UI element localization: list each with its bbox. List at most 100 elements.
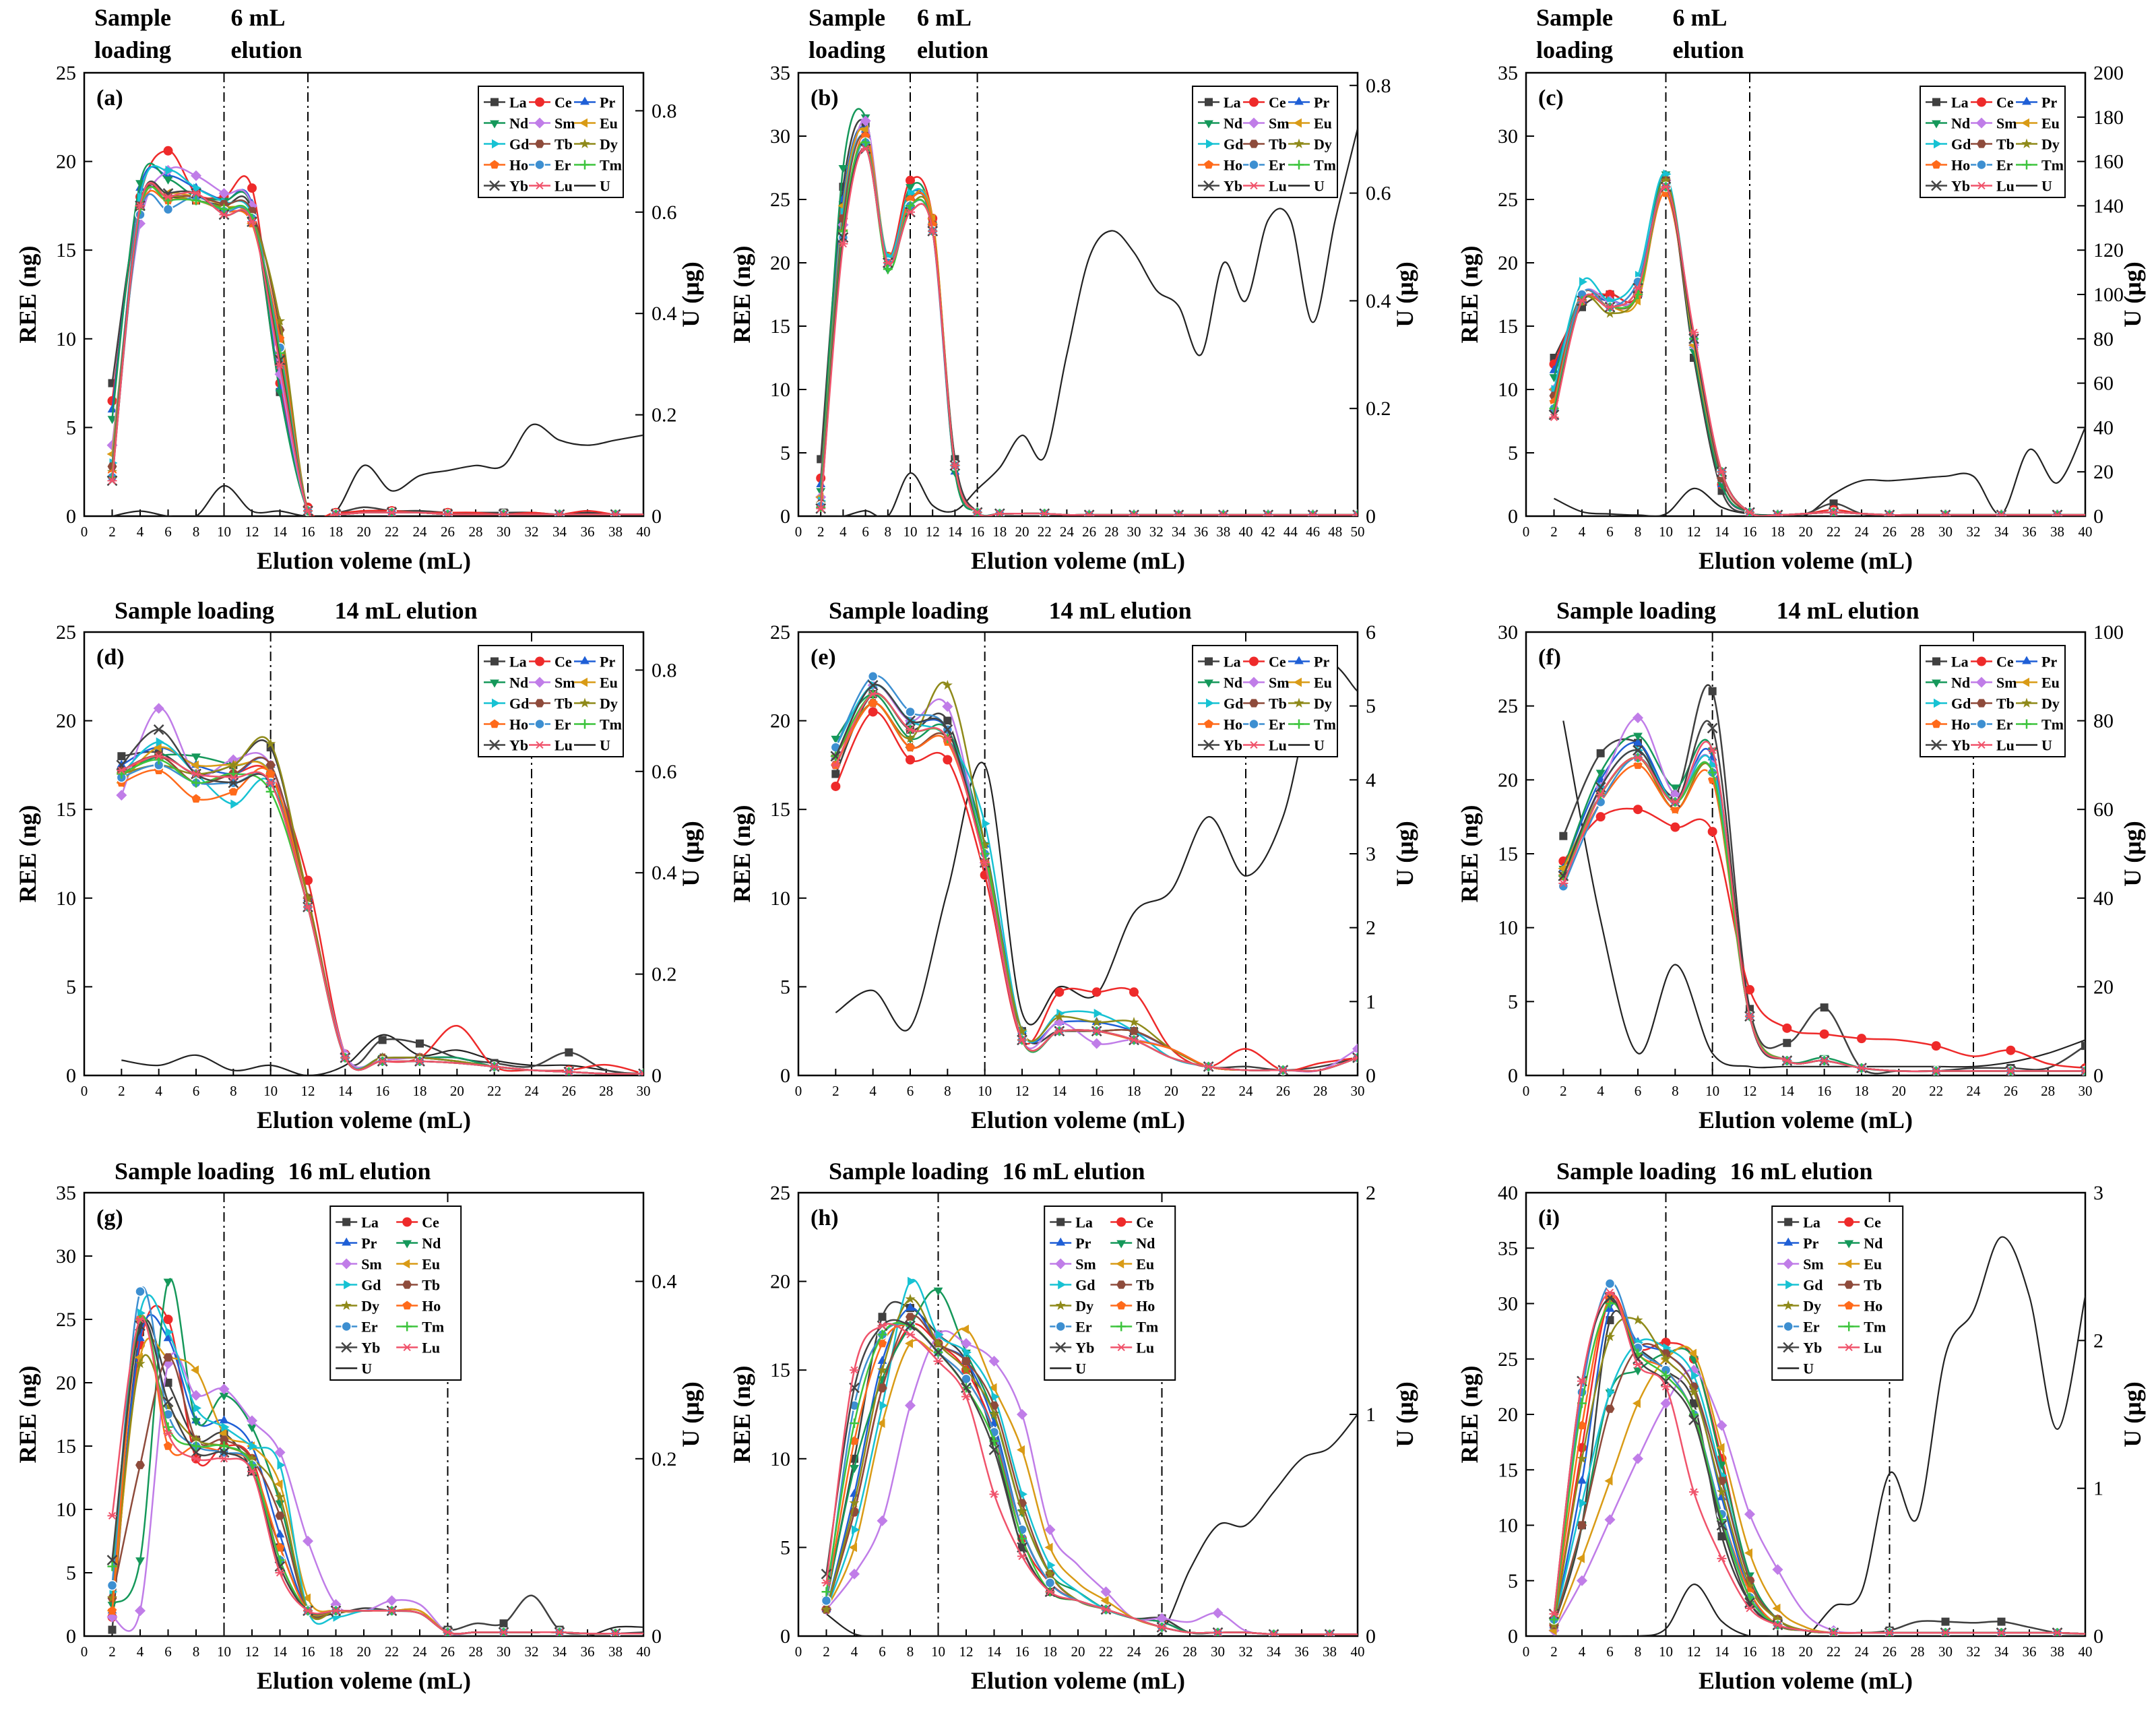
legend-label: Eu xyxy=(1314,115,1332,132)
data-point-Sm xyxy=(849,1569,860,1579)
x-tick-label: 38 xyxy=(1323,1644,1337,1660)
x-tick-label: 28 xyxy=(1911,1644,1925,1660)
x-tick-label: 30 xyxy=(497,524,511,540)
series-line-Er xyxy=(121,765,643,1073)
y-axis-label: REE (ng) xyxy=(14,805,41,902)
y2-tick-label: 1 xyxy=(1366,1404,1376,1426)
x-tick-label: 18 xyxy=(1771,524,1785,540)
x-tick-label: 24 xyxy=(1060,524,1075,540)
data-point-Sm xyxy=(1632,712,1643,723)
x-tick-label: 30 xyxy=(497,1644,511,1660)
y-tick-label: 25 xyxy=(770,189,790,211)
legend-label: Ce xyxy=(1269,94,1286,111)
legend-label: Tm xyxy=(422,1319,444,1336)
legend-label: Dy xyxy=(1075,1298,1093,1315)
y-tick-label: 5 xyxy=(1508,442,1518,464)
legend-marker xyxy=(1977,657,1986,666)
legend-label: Lu xyxy=(554,178,573,195)
data-point-La xyxy=(2081,1042,2089,1050)
y-tick-label: 10 xyxy=(770,379,790,401)
y2-tick-label: 1 xyxy=(1366,991,1376,1013)
series-line-Tm xyxy=(1563,757,2085,1071)
x-tick-label: 16 xyxy=(301,1644,315,1660)
series-line-U xyxy=(113,425,644,519)
legend-label: Sm xyxy=(554,115,575,132)
data-point-Sm xyxy=(1213,1608,1224,1619)
y-tick-label: 40 xyxy=(1498,1182,1518,1204)
x-tick-label: 26 xyxy=(1882,524,1897,540)
x-tick-label: 30 xyxy=(1938,1644,1953,1660)
y-tick-label: 5 xyxy=(66,1562,76,1584)
y-tick-label: 20 xyxy=(1498,769,1518,791)
x-tick-label: 34 xyxy=(1994,1644,2009,1660)
legend-label: Nd xyxy=(1951,115,1970,132)
data-point-Sm xyxy=(1605,1514,1616,1525)
x-tick-label: 38 xyxy=(608,524,623,540)
legend-label: Er xyxy=(554,157,571,174)
data-point-La xyxy=(1998,1618,2006,1626)
x-tick-label: 20 xyxy=(1799,524,1813,540)
legend-label: Tb xyxy=(1269,695,1287,712)
x-tick-label: 10 xyxy=(263,1083,278,1099)
legend-label: Tb xyxy=(1996,136,2015,153)
x-tick-label: 16 xyxy=(1817,1083,1831,1099)
y-tick-label: 0 xyxy=(66,1065,76,1087)
series-line-Lu xyxy=(1563,742,2085,1071)
x-tick-label: 24 xyxy=(1855,1644,1870,1660)
x-tick-label: 24 xyxy=(1239,1083,1254,1099)
series-line-Eu xyxy=(113,1338,644,1634)
figure-canvas: 0 2 4 6 8 10 12 14 16 18 20 22 24 26 28 30 32 34 36 38 40051… xyxy=(0,0,2156,1718)
x-tick-label: 14 xyxy=(273,524,288,540)
x-tick-label: 28 xyxy=(1104,524,1118,540)
data-point-Ce xyxy=(1670,823,1680,832)
x-tick-label: 10 xyxy=(978,1083,992,1099)
y-tick-label: 15 xyxy=(1498,1459,1518,1481)
legend-label: Nd xyxy=(422,1235,441,1252)
panel-label: (f) xyxy=(1538,645,1561,670)
series-line-Eu xyxy=(1554,187,2086,516)
series-line-Gd xyxy=(113,166,644,524)
x-tick-label: 12 xyxy=(1687,1644,1701,1660)
plot-area xyxy=(1549,170,2086,521)
y2-tick-label: 0 xyxy=(1366,505,1376,528)
legend: LaCePrNdSmEuGdTbDyHoErTmYbLuU xyxy=(478,646,623,757)
legend-label: Ho xyxy=(509,157,528,174)
legend-label: Eu xyxy=(600,115,618,132)
y2-axis-label: U (μg) xyxy=(677,261,704,327)
x-tick-label: 42 xyxy=(1261,524,1275,540)
series-line-Pr xyxy=(113,167,644,522)
y2-tick-label: 2 xyxy=(1366,917,1376,939)
legend-label: Tb xyxy=(554,695,573,712)
panel-label: (b) xyxy=(811,86,839,111)
legend-label: Pr xyxy=(1314,94,1329,111)
phase-label-elution: 6 mL xyxy=(231,4,286,31)
x-tick-label: 36 xyxy=(2023,524,2037,540)
legend-label: Eu xyxy=(2041,115,2060,132)
y-tick-label: 15 xyxy=(56,239,76,261)
x-tick-label: 40 xyxy=(637,1644,651,1660)
x-tick-label: 2 xyxy=(1550,524,1558,540)
y-tick-label: 0 xyxy=(780,505,790,528)
x-tick-label: 12 xyxy=(301,1083,315,1099)
x-tick-label: 38 xyxy=(2050,524,2064,540)
x-tick-label: 22 xyxy=(1201,1083,1215,1099)
y-tick-label: 20 xyxy=(770,252,790,274)
x-tick-label: 20 xyxy=(1892,1083,1906,1099)
data-point-Sm xyxy=(1717,1420,1727,1431)
y2-tick-label: 5 xyxy=(1366,695,1376,718)
legend-label: Ho xyxy=(1136,1298,1155,1315)
data-point-Er xyxy=(1606,1279,1615,1288)
phase-label-loading: Sample loading xyxy=(1556,597,1716,624)
phase-label-loading: Sample xyxy=(94,4,171,31)
x-tick-label: 32 xyxy=(1967,524,1981,540)
x-tick-label: 36 xyxy=(1295,1644,1309,1660)
y-tick-label: 5 xyxy=(66,416,76,439)
series-line-Lu xyxy=(121,756,643,1073)
series-line-Eu xyxy=(1563,757,2085,1071)
series-line-Ho xyxy=(113,191,644,525)
data-point-Eu xyxy=(191,1365,199,1375)
y2-tick-label: 0.6 xyxy=(1366,183,1391,205)
series-line-Lu xyxy=(113,183,644,523)
legend-label: Yb xyxy=(1075,1340,1094,1356)
series-line-Yb xyxy=(113,181,644,523)
